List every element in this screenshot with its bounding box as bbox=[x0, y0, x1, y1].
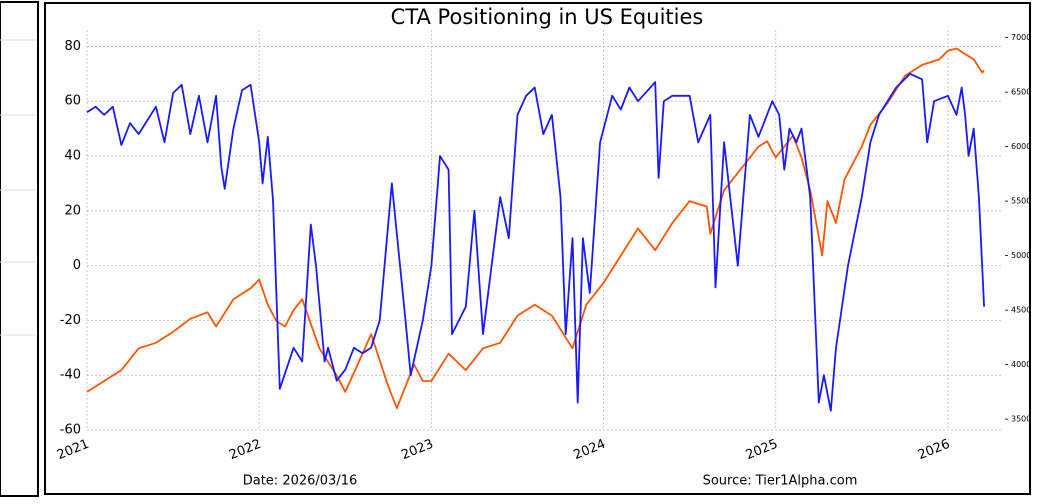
y2-tick-label: 4500 bbox=[1011, 306, 1031, 315]
y2-tick-label: 3500 bbox=[1011, 415, 1031, 424]
date-note: Date: 2026/03/16 bbox=[243, 474, 358, 489]
chart-title: CTA Positioning in US Equities bbox=[391, 5, 704, 29]
series-line bbox=[86, 72, 985, 412]
y2-tick-label: 7000 bbox=[1011, 33, 1031, 42]
y-tick-label: -40 bbox=[60, 368, 81, 383]
source-note: Source: Tier1Alpha.com bbox=[703, 474, 858, 489]
series-line bbox=[86, 47, 985, 410]
y-tick-label: 40 bbox=[64, 149, 81, 164]
y-tick-label: -20 bbox=[60, 313, 81, 328]
y-tick-label: 80 bbox=[64, 39, 81, 54]
y2-tick-label: 5000 bbox=[1011, 251, 1031, 260]
y2-tick-label: 4000 bbox=[1011, 360, 1031, 369]
side-panel bbox=[0, 1, 39, 497]
y2-tick-label: 6500 bbox=[1011, 88, 1031, 97]
y-tick-label: 20 bbox=[64, 203, 81, 218]
y2-tick-label: 6000 bbox=[1011, 142, 1031, 151]
y-tick-label: 60 bbox=[64, 94, 81, 109]
y-tick-label: 0 bbox=[73, 258, 81, 273]
y-tick-label: -60 bbox=[60, 423, 81, 438]
chart-frame bbox=[44, 2, 1031, 495]
y2-tick-label: 5500 bbox=[1011, 197, 1031, 206]
